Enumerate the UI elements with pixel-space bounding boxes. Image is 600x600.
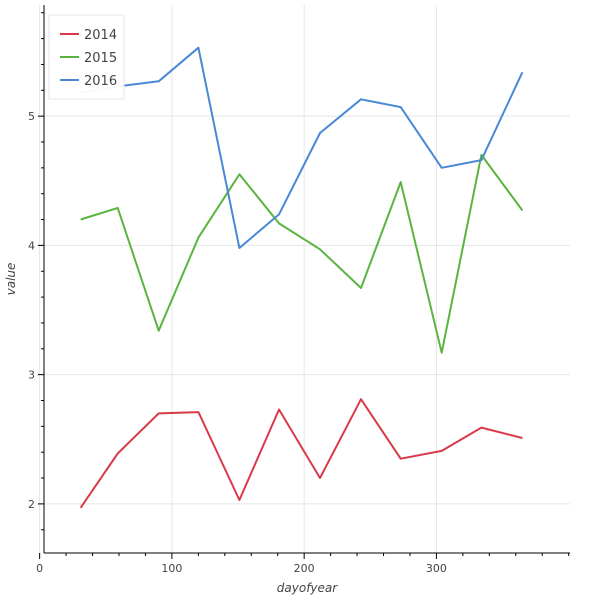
y-tick-label: 5: [28, 110, 35, 123]
legend: 2014 2015 2016: [48, 14, 125, 100]
x-tick-label: 0: [36, 562, 43, 575]
legend-label-2016: 2016: [84, 74, 117, 89]
series-line-2016: [80, 46, 524, 249]
x-tick-label: 100: [161, 562, 182, 575]
y-tick-label: 3: [28, 369, 35, 382]
y-tick-label: 2: [28, 498, 35, 511]
axes: 0 100 200 300 2 3 4 5 dayofyear value: [4, 5, 570, 595]
series-lines: [79, 46, 524, 509]
series-line-2015: [80, 153, 524, 354]
y-axis-title: value: [4, 263, 18, 296]
series-line-2014: [79, 398, 523, 509]
legend-label-2015: 2015: [84, 51, 117, 66]
x-tick-label: 300: [426, 562, 447, 575]
x-tick-label: 200: [294, 562, 315, 575]
x-axis-title: dayofyear: [277, 581, 338, 595]
grid-lines: [37, 5, 570, 553]
y-tick-label: 4: [28, 239, 35, 252]
legend-label-2014: 2014: [84, 28, 117, 43]
